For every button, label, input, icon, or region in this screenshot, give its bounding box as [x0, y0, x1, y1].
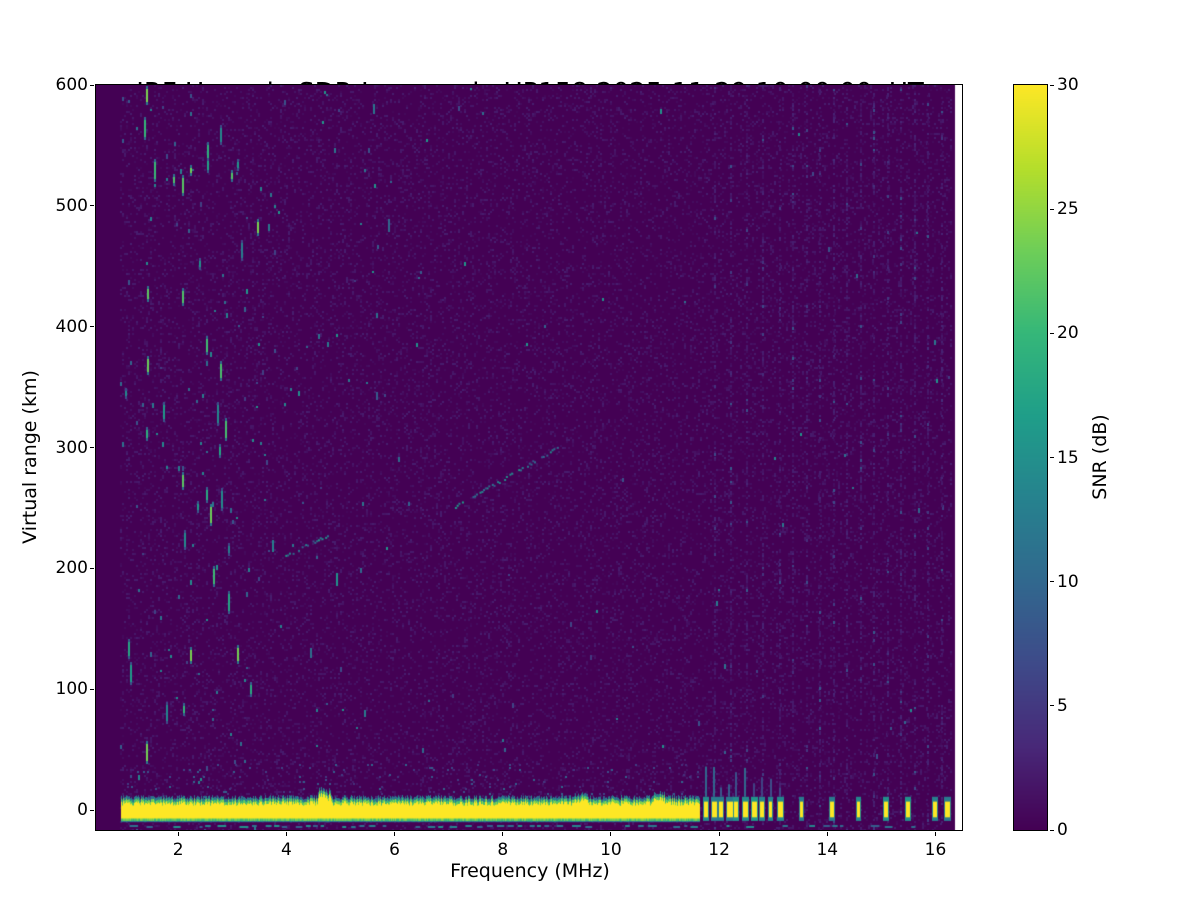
colorbar-tick-mark [1050, 208, 1054, 210]
ionogram-heatmap-canvas [96, 85, 962, 830]
y-tick-mark [90, 84, 94, 86]
y-tick-mark [90, 567, 94, 569]
colorbar-tick-label: 20 [1057, 323, 1079, 344]
x-tick-label: 8 [497, 840, 509, 860]
y-tick-mark [90, 809, 94, 811]
colorbar-tick-mark [1050, 829, 1054, 831]
colorbar-tick-label: 15 [1057, 447, 1079, 468]
y-tick-label: 500 [55, 195, 88, 216]
colorbar-tick-label: 30 [1057, 75, 1079, 95]
x-tick-mark [394, 832, 396, 836]
x-tick-label: 16 [924, 840, 947, 860]
y-tick-label: 0 [77, 800, 88, 821]
colorbar-tick-label: 10 [1057, 571, 1079, 592]
y-tick-mark [90, 326, 94, 328]
colorbar-gradient-canvas [1014, 85, 1047, 830]
colorbar-tick-label: 0 [1057, 820, 1068, 840]
colorbar [1013, 84, 1048, 831]
x-tick-mark [718, 832, 720, 836]
x-tick-mark [610, 832, 612, 836]
x-tick-mark [285, 832, 287, 836]
y-tick-mark [90, 447, 94, 449]
y-tick-label: 600 [55, 75, 88, 95]
x-tick-mark [934, 832, 936, 836]
y-tick-label: 400 [55, 316, 88, 337]
x-tick-mark [177, 832, 179, 836]
x-tick-label: 6 [389, 840, 400, 860]
y-tick-mark [90, 205, 94, 207]
x-tick-label: 2 [172, 840, 184, 860]
colorbar-tick-mark [1050, 581, 1054, 583]
x-tick-label: 4 [280, 840, 292, 860]
x-tick-label: 12 [708, 840, 730, 860]
colorbar-tick-mark [1050, 705, 1054, 707]
x-tick-mark [826, 832, 828, 836]
colorbar-tick-mark [1050, 332, 1054, 334]
x-tick-label: 10 [600, 840, 622, 860]
x-axis-label: Frequency (MHz) [450, 860, 610, 882]
colorbar-tick-mark [1050, 457, 1054, 458]
x-tick-mark [502, 832, 504, 836]
colorbar-tick-label: 25 [1057, 199, 1079, 220]
colorbar-tick-label: 5 [1057, 695, 1068, 716]
y-tick-label: 100 [55, 679, 88, 700]
y-axis-label: Virtual range (km) [19, 370, 41, 544]
y-tick-label: 200 [55, 558, 88, 579]
y-tick-mark [90, 688, 94, 690]
x-tick-label: 14 [816, 840, 839, 860]
y-tick-label: 300 [55, 437, 88, 458]
colorbar-tick-mark [1050, 84, 1054, 86]
heatmap-plot-area [95, 84, 963, 831]
